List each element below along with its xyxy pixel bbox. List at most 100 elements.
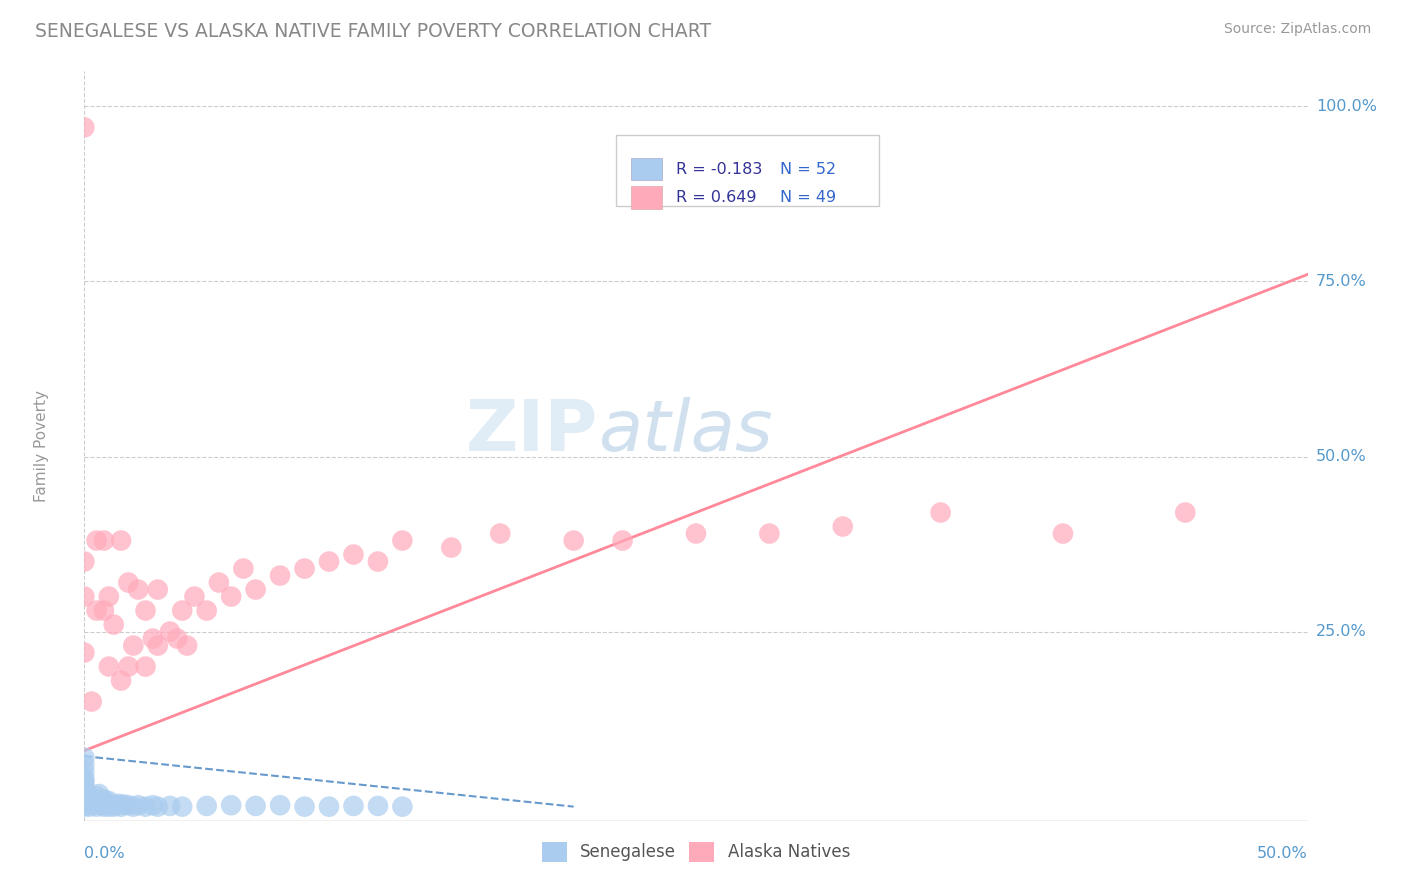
Text: R = -0.183: R = -0.183: [676, 161, 763, 177]
Text: 50.0%: 50.0%: [1257, 846, 1308, 861]
Point: [142, 632, 165, 646]
Point: [73, 772, 96, 786]
FancyBboxPatch shape: [631, 158, 662, 180]
Point: [117, 798, 139, 813]
Point: [159, 624, 181, 639]
Point: [93, 799, 115, 814]
Point: [86, 603, 108, 617]
Text: SENEGALESE VS ALASKA NATIVE FAMILY POVERTY CORRELATION CHART: SENEGALESE VS ALASKA NATIVE FAMILY POVER…: [35, 22, 711, 41]
Point: [929, 506, 952, 520]
Point: [195, 799, 218, 814]
Point: [87, 797, 110, 811]
Point: [73, 792, 96, 806]
Point: [831, 519, 853, 533]
Point: [110, 799, 132, 814]
Point: [83, 798, 105, 813]
Point: [159, 799, 181, 814]
Point: [245, 799, 267, 814]
Point: [97, 590, 120, 604]
Text: atlas: atlas: [598, 397, 773, 466]
Point: [73, 750, 96, 764]
Point: [73, 590, 96, 604]
Point: [110, 673, 132, 688]
Point: [127, 582, 149, 597]
Point: [1174, 506, 1197, 520]
Point: [112, 797, 135, 812]
Point: [245, 582, 267, 597]
FancyBboxPatch shape: [616, 135, 880, 206]
Point: [183, 590, 205, 604]
Point: [294, 561, 316, 575]
Point: [440, 541, 463, 555]
Point: [86, 789, 108, 804]
Point: [122, 799, 145, 814]
Point: [97, 799, 120, 814]
Point: [86, 796, 108, 810]
Point: [73, 775, 96, 789]
Point: [73, 789, 96, 804]
Point: [73, 555, 96, 569]
Point: [391, 533, 413, 548]
Text: ZIP: ZIP: [465, 397, 598, 466]
Point: [80, 791, 103, 805]
Text: N = 49: N = 49: [780, 190, 837, 205]
Point: [110, 533, 132, 548]
Point: [219, 798, 242, 813]
Text: 75.0%: 75.0%: [1316, 274, 1367, 289]
Point: [86, 799, 108, 814]
Point: [122, 639, 145, 653]
Point: [77, 799, 100, 814]
Point: [342, 799, 364, 814]
Point: [146, 639, 169, 653]
Point: [73, 764, 96, 779]
Point: [146, 799, 169, 814]
Text: Source: ZipAtlas.com: Source: ZipAtlas.com: [1223, 22, 1371, 37]
Point: [166, 632, 188, 646]
Point: [103, 617, 125, 632]
Point: [97, 659, 120, 673]
Point: [73, 779, 96, 793]
Point: [80, 797, 103, 812]
Point: [73, 799, 96, 814]
Point: [318, 799, 340, 814]
Point: [80, 695, 103, 709]
Point: [612, 533, 634, 548]
Point: [489, 526, 512, 541]
Point: [90, 798, 112, 813]
Point: [73, 786, 96, 800]
Point: [105, 798, 128, 813]
Point: [135, 659, 157, 673]
Point: [83, 792, 105, 806]
Point: [93, 533, 115, 548]
Point: [100, 797, 122, 812]
Text: N = 52: N = 52: [780, 161, 837, 177]
Point: [73, 782, 96, 797]
Point: [172, 603, 194, 617]
Point: [73, 646, 96, 660]
Point: [232, 561, 254, 575]
Point: [135, 799, 157, 814]
Point: [685, 526, 707, 541]
Point: [342, 548, 364, 562]
Point: [142, 798, 165, 813]
Point: [391, 799, 413, 814]
Point: [318, 555, 340, 569]
Text: 25.0%: 25.0%: [1316, 624, 1367, 639]
Text: 0.0%: 0.0%: [84, 846, 125, 861]
Point: [146, 582, 169, 597]
Point: [96, 796, 118, 810]
Text: 50.0%: 50.0%: [1316, 449, 1367, 464]
Point: [87, 787, 110, 801]
Point: [1052, 526, 1074, 541]
Point: [195, 603, 218, 617]
Point: [117, 575, 139, 590]
FancyBboxPatch shape: [631, 186, 662, 209]
Point: [97, 794, 120, 808]
Point: [176, 639, 198, 653]
Point: [86, 533, 108, 548]
Point: [77, 794, 100, 808]
Point: [73, 120, 96, 135]
Point: [135, 603, 157, 617]
Point: [127, 798, 149, 813]
Point: [269, 568, 291, 582]
